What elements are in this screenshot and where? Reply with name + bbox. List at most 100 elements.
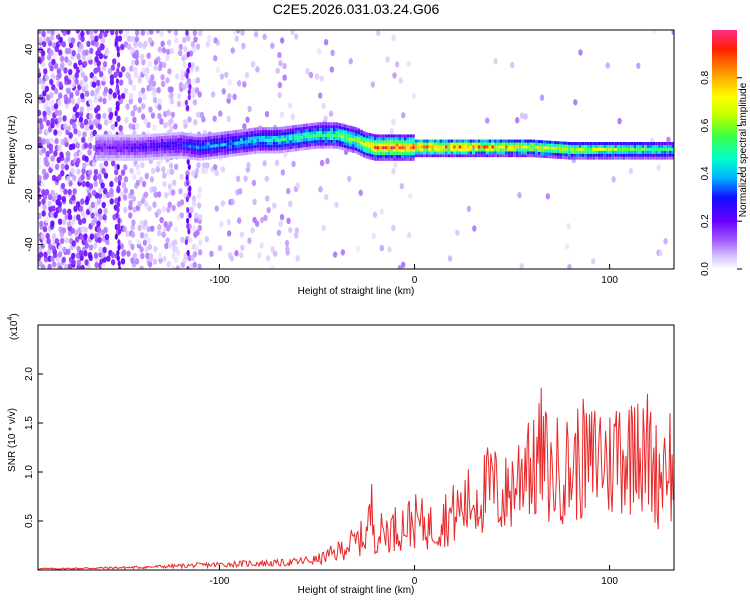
spectrogram-ridge-cell [305,138,309,142]
spectrogram-ridge-cell [387,149,391,153]
spectrogram-ridge-cell [600,150,604,154]
spectrogram-noise-cell [38,30,42,35]
spectrogram-ridge-cell [100,143,104,147]
spectrogram-ridge-cell [106,152,109,156]
spectrogram-ridge-cell [160,141,164,145]
spectrogram-ridge-cell [272,130,276,134]
spectrogram-noise-cell [330,49,335,57]
spectrogram-noise-cell [340,249,346,256]
spectrogram-ridge-cell [108,152,112,156]
spectrogram-noise-cell [102,97,107,105]
spectrogram-ridge-cell [158,156,161,160]
spectrogram-ridge-cell [259,147,262,151]
spectrogram-ridge-cell [210,156,213,160]
spectrogram-ridge-cell [185,144,189,148]
spectrogram-ridge-cell [149,148,153,152]
spectrogram-ridge-cell [524,145,527,149]
spectrogram-ridge-cell [111,140,115,144]
spectrogram-ridge-cell [595,144,598,148]
spectrogram-ridge-cell [335,145,339,149]
spectrogram-ridge-cell [319,139,322,143]
spectrogram-ridge-cell [450,139,453,143]
spectrogram-noise-cell [308,71,314,79]
spectrogram-ridge-cell [461,148,464,152]
spectrogram-ridge-cell [98,149,101,153]
spectrogram-ridge-cell [444,139,448,143]
spectrogram-ridge-cell [595,156,598,160]
spectrogram-ridge-cell [496,154,500,158]
spectrogram-ridge-cell [223,140,227,144]
spectrogram-ridge-cell [436,151,440,155]
spectrogram-ridge-cell [480,148,484,152]
spectrogram-noise-cell [178,81,184,89]
spectrogram-noise-cell [152,186,157,193]
spectrogram-ridge-cell [565,141,568,145]
spectrogram-ridge-cell [619,150,623,154]
spectrogram-ridge-cell [332,133,336,137]
spectrogram-ridge-cell [636,144,639,148]
spectrogram-ridge-cell [625,156,628,160]
spectrogram-ridge-cell [128,137,131,141]
spectrogram-ridge-cell [382,134,385,138]
spectrogram-ridge-cell [166,144,169,148]
spectrogram-ridge-cell [106,146,109,150]
spectrogram-ridge-cell [464,154,467,158]
spectrogram-noise-cell [41,147,47,154]
spectrogram-ridge-cell [589,147,593,151]
spectrogram-ridge-cell [141,148,145,152]
spectrogram-noise-cell [38,156,42,164]
spectrogram-ridge-cell [627,150,631,154]
spectrogram-ridge-cell [526,151,530,155]
spectrogram-ridge-cell [338,125,342,129]
spectrogram-noise-cell [62,208,67,215]
spectrogram-ridge-cell [201,139,205,143]
spectrogram-noise-cell [85,181,90,188]
spectrogram-ridge-cell [100,140,104,144]
spectrogram-ridge-cell [644,150,647,154]
spectrogram-noise-cell [38,212,42,220]
spectrogram-noise-cell [197,224,203,232]
colorbar-tick-label: 0.2 [700,214,711,228]
spectrogram-noise-cell [191,91,196,99]
spectrogram-noise-cell [266,206,271,214]
spectrogram-ridge-cell [300,141,303,145]
spectrogram-noise-cell [334,201,339,208]
spectrogram-noise-cell [155,166,160,173]
spectrogram-noise-cell [156,208,162,215]
snr-x-ticks: -100 0 100 [209,565,618,587]
spectrogram-noise-cell [127,43,132,50]
spectrogram-ridge-cell [212,138,216,142]
spectrogram-ridge-cell [371,142,374,146]
spectrogram-ridge-cell [149,142,153,146]
spectrogram-ridge-cell [633,156,636,160]
spectrogram-noise-cell [332,251,338,258]
spectrogram-noise-cell [132,104,138,112]
spectrogram-ridge-cell [581,150,585,154]
spectrogram-ridge-cell [617,153,620,157]
spectrogram-ridge-cell [114,137,118,141]
spectrogram-ridge-cell [119,146,123,150]
spectrogram-ridge-cell [444,151,448,155]
spectrogram-ridge-cell [403,137,407,141]
spectrogram-ridge-cell [633,144,636,148]
spectrogram-ridge-cell [256,147,260,151]
spectrogram-ridge-cell [147,154,150,158]
spectrogram-ridge-cell [114,157,118,161]
spectrogram-ridge-cell [403,140,407,144]
spectrogram-noise-cell [174,245,179,253]
spectrogram-ridge-cell [330,142,333,146]
spectrogram-noise-cell [83,118,89,126]
spectrogram-ridge-cell [548,143,552,147]
spectrogram-ridge-cell [302,144,306,148]
spectrogram-ridge-cell [671,147,674,151]
spectrogram-noise-cell [109,111,114,119]
spectrogram-noise-cell [86,264,91,269]
spectrogram-noise-cell [56,156,61,164]
spectrogram-ridge-cell [130,154,134,158]
spectrogram-ridge-cell [207,148,210,152]
spectrogram-ridge-cell [218,132,221,136]
spectrogram-ridge-cell [119,157,123,161]
spectrogram-noise-cell [123,164,128,171]
snr-y-tick-label: 1.0 [24,465,35,479]
